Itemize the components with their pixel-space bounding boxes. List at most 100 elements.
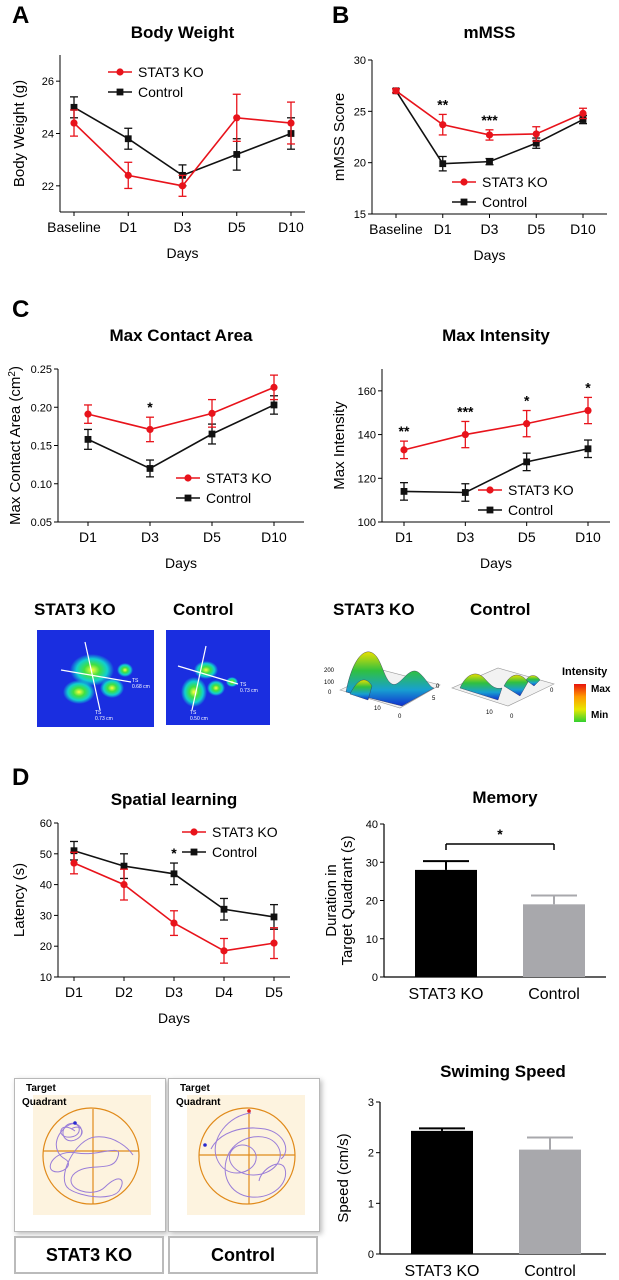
data-point: [170, 919, 178, 927]
y-tick-label: 50: [40, 849, 52, 861]
data-point: [70, 859, 78, 867]
data-point: [170, 870, 178, 878]
y-axis-label-superscript: 2: [7, 371, 18, 377]
y-axis-label-line1: Duration in: [323, 864, 340, 937]
y-tick-label: 20: [354, 158, 366, 170]
data-point: [70, 103, 78, 111]
bar: [411, 1130, 473, 1254]
bar: [523, 904, 585, 977]
y-tick-label: 10: [366, 934, 378, 946]
data-point: [439, 121, 447, 129]
surface-control-mesh: [459, 673, 503, 701]
y-tick-label: 3: [368, 1097, 374, 1109]
y-tick-label: 0: [372, 972, 378, 984]
y-tick-label: 10: [40, 972, 52, 984]
y-axis-label: Latency (s): [11, 863, 28, 937]
data-point: [270, 401, 278, 409]
x-tick-label: D1: [119, 219, 137, 235]
y-tick-label: 0.25: [31, 364, 52, 376]
surface-ko-tick: 10: [374, 706, 381, 712]
heatmap-control-label: Control: [173, 600, 234, 619]
data-point: [400, 488, 408, 495]
data-point: [70, 847, 78, 855]
data-point: [532, 139, 540, 147]
heatmap-ko-image: TS 0.68 cm TS 0.73 cm: [37, 630, 154, 727]
legend-label: STAT3 KO: [212, 824, 278, 840]
x-tick-label: D10: [278, 219, 304, 235]
x-tick-label: D1: [434, 221, 452, 237]
data-point: [523, 458, 531, 466]
body-weight-chart: Body Weight 22 24 26 Baseline D1 D3 D5 D10 Days Bo…: [11, 23, 305, 261]
y-tick-label: 30: [366, 857, 378, 869]
data-point: [579, 109, 587, 117]
heatmap-control-axis-line: [177, 665, 239, 685]
surface-ko-tick: 100: [324, 680, 335, 686]
data-point: [70, 119, 78, 127]
track-ko-path: [49, 1123, 134, 1198]
chart-title: Max Intensity: [442, 326, 550, 345]
y-tick-label: 24: [42, 129, 54, 141]
x-tick-label: D5: [203, 529, 221, 545]
data-point: [124, 171, 132, 179]
chart-title: Swiming Speed: [440, 1062, 566, 1081]
heatmap-ko-blob: [63, 680, 95, 704]
heatmap-control-image: TS 0.73 cm TS 0.50 cm: [166, 630, 270, 725]
max-contact-area-chart: Max Contact Area 0.05 0.10 0.15 0.20 0.25 D1 D3…: [7, 326, 304, 571]
track-control-frame: [168, 1078, 320, 1232]
surface-control-tick: 0: [510, 714, 514, 720]
legend-label: STAT3 KO: [508, 482, 574, 498]
y-tick-label: 40: [40, 880, 52, 892]
track-ko-image: [33, 1095, 151, 1215]
chart-title: Max Contact Area: [110, 326, 254, 345]
y-tick-label: 140: [358, 430, 376, 442]
data-point: [579, 116, 587, 123]
track-control-target-label: Target Quadrant: [176, 1082, 220, 1110]
track-control-image: [187, 1095, 305, 1215]
surface-ko-mesh: [349, 679, 373, 701]
bar: [415, 869, 477, 977]
intensity-colorbar: [574, 684, 586, 722]
track-ko-start-dot: [73, 1121, 77, 1125]
surface-control-tick: 0: [550, 688, 554, 694]
y-tick-label: 0.05: [31, 517, 52, 529]
target-label-line1: Target: [180, 1083, 210, 1094]
data-point: [146, 465, 154, 472]
legend-label: Control: [212, 844, 257, 860]
y-tick-label: 0.20: [31, 402, 52, 414]
y-tick-label: 100: [358, 517, 376, 529]
x-tick-label: D5: [265, 984, 283, 1000]
data-point: [220, 947, 228, 955]
x-tick-label: D3: [481, 221, 499, 237]
data-point: [461, 430, 469, 439]
surface-control-mesh: [525, 675, 541, 687]
track-control-end-dot: [203, 1143, 207, 1147]
data-point: [233, 151, 241, 158]
data-point: [287, 119, 295, 127]
x-tick-label: Control: [524, 1263, 576, 1280]
legend-label: STAT3 KO: [206, 470, 272, 486]
data-point: [220, 905, 228, 913]
y-axis-label-line2: Target Quadrant (s): [339, 835, 356, 965]
x-tick-label: D5: [527, 221, 545, 237]
data-point: [208, 430, 216, 438]
y-axis-label: Max Contact Area (cm2): [7, 366, 25, 525]
bar: [519, 1149, 581, 1254]
heatmap-ko-label: STAT3 KO: [34, 600, 116, 619]
y-tick-label: 160: [358, 386, 376, 398]
series-line: [403, 447, 589, 494]
track-control-path: [210, 1127, 287, 1160]
heatmap-ko-axis-line: [84, 641, 101, 711]
track-control-caption: Control: [168, 1236, 318, 1274]
x-tick-label: D5: [518, 529, 536, 545]
x-tick-label: D10: [261, 529, 287, 545]
surface-ko-tick: 200: [324, 668, 335, 674]
x-tick-label: D10: [575, 529, 601, 545]
legend-label: Control: [508, 502, 553, 518]
y-tick-label: 1: [368, 1198, 374, 1210]
data-point: [461, 489, 469, 496]
y-axis-label: Body Weight (g): [11, 80, 28, 187]
target-label-line1: Target: [26, 1083, 56, 1094]
track-ko-caption: STAT3 KO: [14, 1236, 164, 1274]
chart-title: Memory: [472, 788, 538, 807]
x-axis-label: Days: [158, 1010, 190, 1026]
